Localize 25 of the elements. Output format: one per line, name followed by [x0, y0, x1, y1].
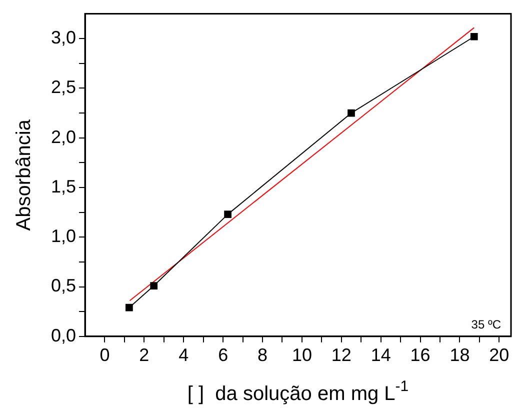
x-tick-label: 20: [489, 345, 510, 366]
x-tick-label: 4: [178, 345, 189, 366]
x-tick-label: 0: [100, 345, 110, 366]
annotation: 35 ºC: [471, 317, 502, 332]
point: [126, 304, 133, 312]
x-tick-label: 10: [292, 345, 312, 366]
x-tick-label: 12: [331, 345, 352, 366]
x-tick-label: 2: [139, 345, 150, 366]
y-axis-title: Absorbância: [13, 118, 35, 231]
point: [150, 282, 158, 290]
y-tick-label: 0,0: [50, 325, 76, 346]
point: [470, 32, 478, 40]
point: [348, 109, 355, 117]
y-tick-label: 3,0: [50, 28, 76, 48]
y-tick-label: 1,5: [50, 176, 76, 196]
x-tick-label: 8: [258, 345, 268, 366]
y-tick-label: 0,5: [50, 276, 76, 296]
y-tick-label: 2,5: [50, 77, 76, 98]
x-tick-label: 18: [450, 345, 470, 366]
point: [224, 210, 232, 218]
y-tick-label: 1,0: [50, 226, 76, 246]
x-tick-label: 6: [218, 345, 228, 366]
x-tick-label: 14: [370, 345, 391, 366]
x-tick-label: 16: [410, 345, 430, 366]
y-tick-label: 2,0: [50, 126, 76, 147]
